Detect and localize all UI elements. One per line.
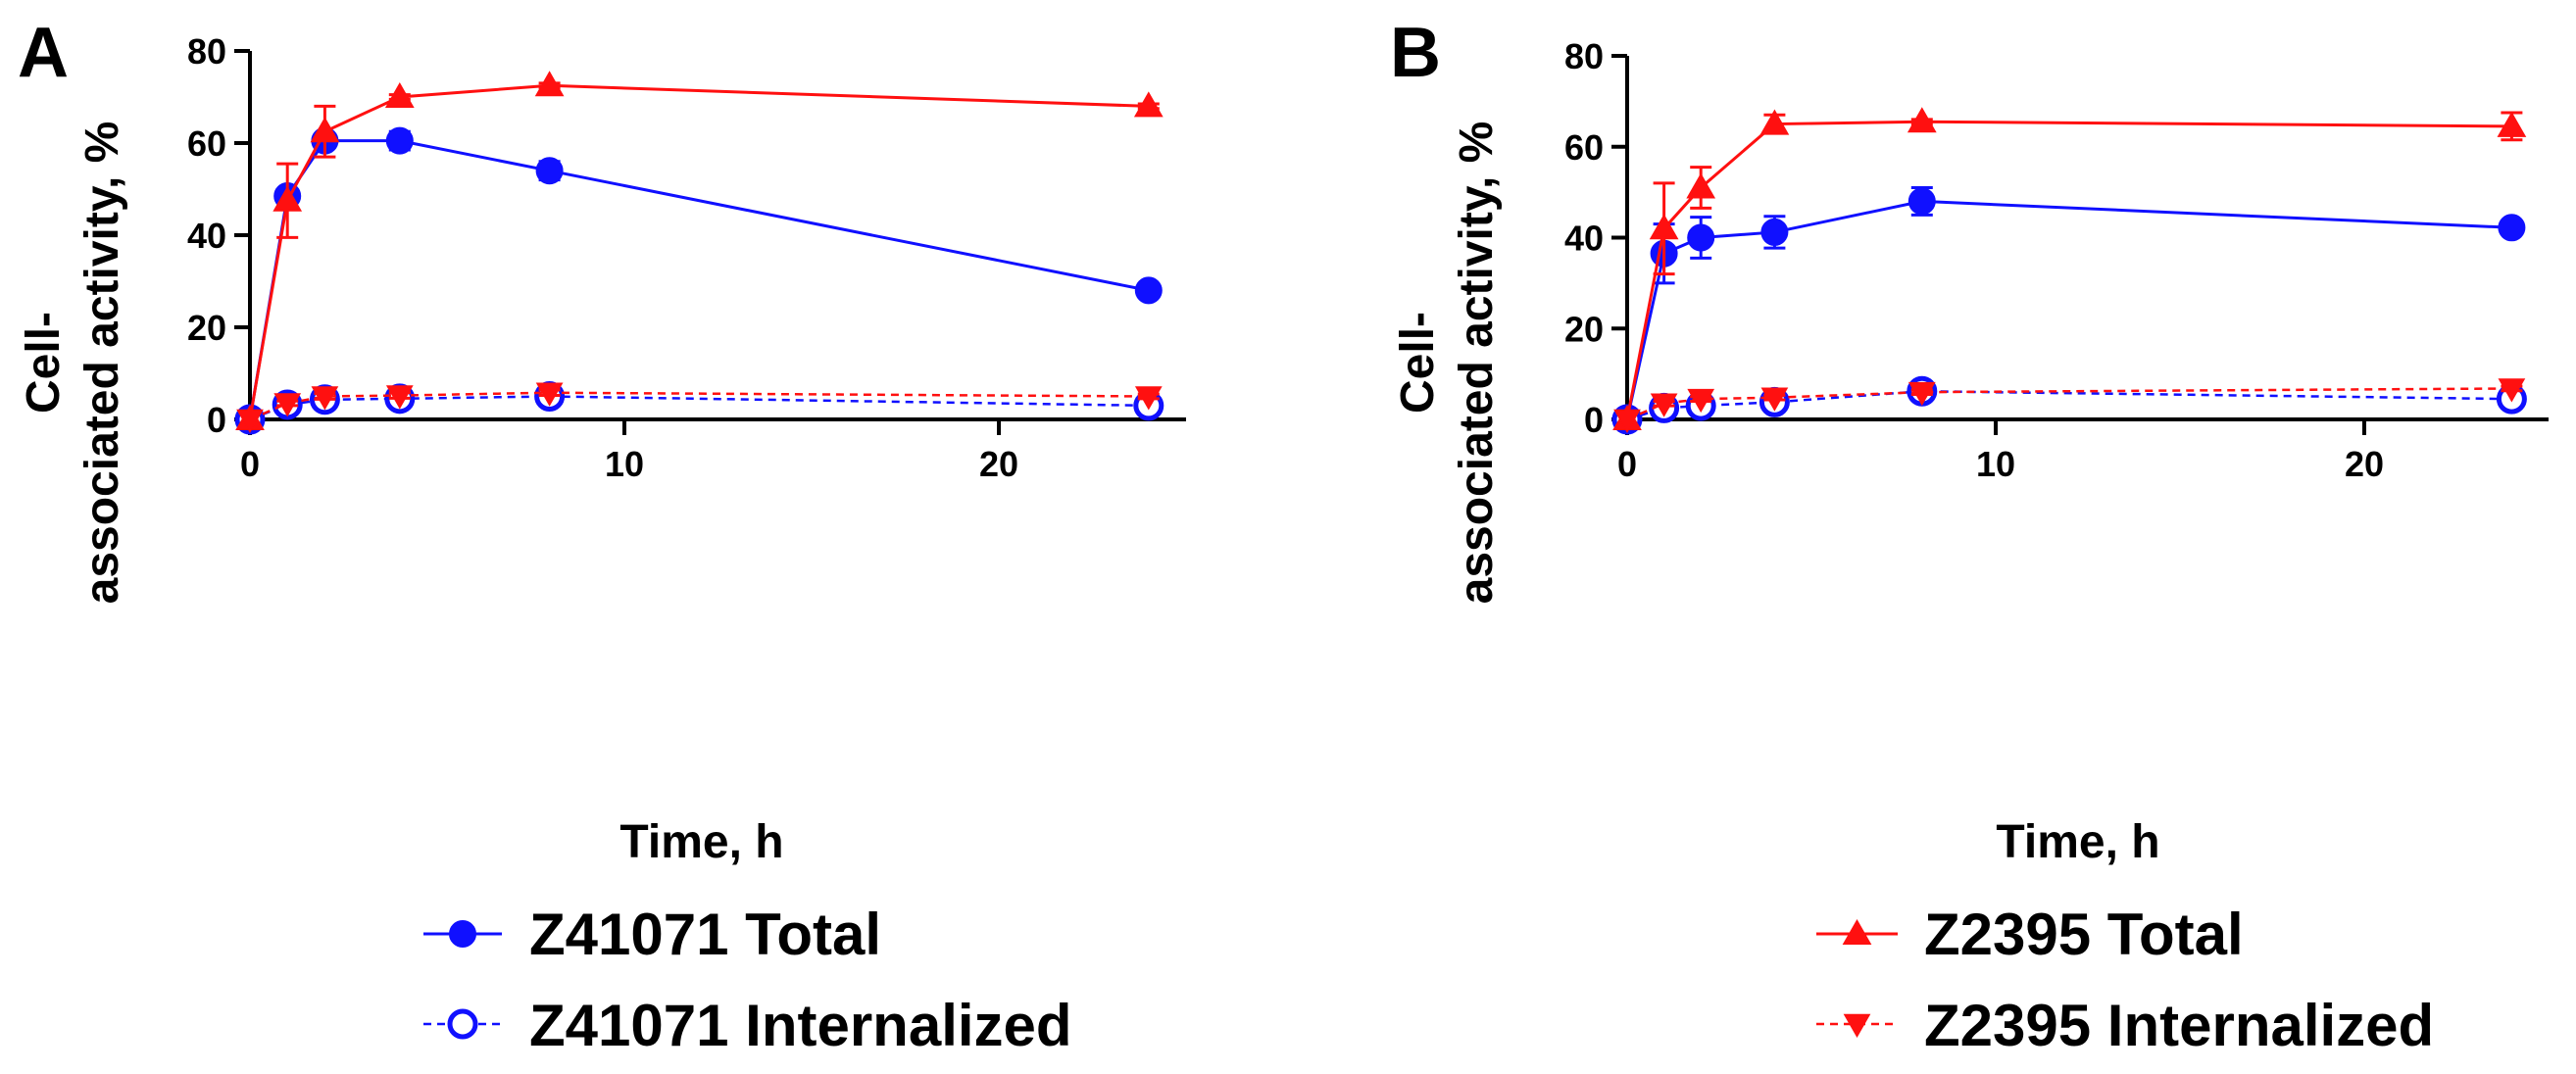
data-point bbox=[535, 382, 564, 407]
y-tick-label: 60 bbox=[1564, 127, 1604, 168]
panel-a: A Cell- associated activity, % Time, h 0… bbox=[18, 14, 1186, 868]
y-tick-label: 80 bbox=[187, 31, 226, 72]
series-z41071-internalized bbox=[1611, 375, 2527, 435]
y-axis-title-b: Cell- associated activity, % bbox=[1392, 122, 1503, 605]
legend-label: Z41071 Total bbox=[529, 902, 881, 967]
data-point bbox=[1133, 91, 1164, 118]
series-z41071-total bbox=[236, 126, 1163, 433]
data-point bbox=[236, 409, 264, 434]
panel-letter-b: B bbox=[1390, 14, 1441, 92]
data-point bbox=[311, 386, 339, 411]
panel-b: B Cell- associated activity, % Time, h 0… bbox=[1390, 14, 2549, 868]
x-tick-label: 10 bbox=[1976, 444, 2015, 484]
data-point bbox=[1760, 387, 1789, 412]
y-axis-title-line2: associated activity, % bbox=[76, 122, 128, 605]
data-point bbox=[272, 185, 303, 212]
legend-label: Z41071 Internalized bbox=[529, 993, 1072, 1058]
data-point bbox=[1686, 172, 1716, 199]
legend-label: Z2395 Internalized bbox=[1924, 993, 2434, 1058]
x-axis-title-a: Time, h bbox=[619, 816, 783, 868]
y-tick-label: 60 bbox=[187, 123, 226, 164]
y-tick-label: 0 bbox=[207, 400, 226, 440]
data-point bbox=[1134, 276, 1163, 305]
legend-item: Z2395 Total bbox=[1816, 902, 2244, 967]
series-z2395-total bbox=[1612, 107, 2527, 430]
y-tick-label: 40 bbox=[187, 216, 226, 256]
x-tick-label: 10 bbox=[605, 444, 644, 484]
y-axis-title-line1: Cell- bbox=[18, 312, 70, 414]
data-point bbox=[1134, 386, 1163, 411]
data-point bbox=[1760, 218, 1789, 246]
series-line bbox=[248, 83, 1149, 420]
legend-marker bbox=[449, 920, 476, 948]
y-axis-title-line2: associated activity, % bbox=[1451, 122, 1503, 605]
y-tick-label: 40 bbox=[1564, 219, 1604, 259]
data-point bbox=[534, 71, 565, 97]
series-line bbox=[1625, 199, 2512, 420]
data-point bbox=[1649, 214, 1679, 240]
x-axis-title-b: Time, h bbox=[1996, 816, 2159, 868]
series-z41071-internalized bbox=[234, 381, 1164, 435]
data-point bbox=[1687, 388, 1715, 414]
legend-marker bbox=[447, 1008, 478, 1040]
legend-item: Z41071 Internalized bbox=[423, 993, 1072, 1058]
data-point bbox=[310, 117, 340, 143]
y-tick-label: 20 bbox=[1564, 309, 1604, 349]
data-point bbox=[1613, 409, 1641, 434]
x-tick-label: 0 bbox=[240, 444, 260, 484]
series-z2395-internalized bbox=[1613, 378, 2526, 434]
series-line bbox=[249, 391, 1149, 421]
data-point bbox=[1907, 381, 1936, 407]
x-tick-label: 20 bbox=[2345, 444, 2384, 484]
data-point bbox=[385, 126, 414, 155]
legend-marker bbox=[1843, 1013, 1871, 1039]
series-line bbox=[1625, 120, 2512, 420]
data-point bbox=[1907, 107, 1937, 133]
series-z2395-total bbox=[235, 71, 1164, 430]
y-tick-label: 0 bbox=[1584, 400, 1604, 440]
data-point bbox=[535, 157, 564, 185]
x-tick-label: 0 bbox=[1617, 444, 1637, 484]
series-z2395-internalized bbox=[236, 382, 1163, 434]
data-point bbox=[2498, 378, 2526, 403]
legend-marker bbox=[1842, 918, 1872, 945]
data-point bbox=[1650, 393, 1678, 417]
legend-item: Z2395 Internalized bbox=[1816, 993, 2434, 1058]
legend-right: Z2395 Total Z2395 Internalized bbox=[1816, 902, 2434, 1058]
series-z41071-total bbox=[1613, 185, 2526, 433]
y-axis-title-a: Cell- associated activity, % bbox=[18, 122, 128, 605]
data-point bbox=[1687, 223, 1715, 252]
y-axis-title-line1: Cell- bbox=[1392, 312, 1444, 414]
data-point bbox=[2498, 214, 2526, 242]
data-point bbox=[273, 393, 302, 417]
data-point bbox=[1759, 109, 1790, 135]
legend-label: Z2395 Total bbox=[1924, 902, 2244, 967]
x-tick-label: 20 bbox=[979, 444, 1018, 484]
data-point bbox=[2497, 111, 2527, 137]
data-point bbox=[384, 81, 415, 108]
panel-letter-a: A bbox=[18, 14, 69, 92]
legend-left: Z41071 Total Z41071 Internalized bbox=[423, 902, 1072, 1058]
y-tick-label: 80 bbox=[1564, 36, 1604, 76]
y-tick-label: 20 bbox=[187, 308, 226, 348]
data-point bbox=[385, 385, 414, 410]
data-point bbox=[1907, 187, 1936, 216]
legend-item: Z41071 Total bbox=[423, 902, 881, 967]
series-line bbox=[248, 139, 1150, 420]
